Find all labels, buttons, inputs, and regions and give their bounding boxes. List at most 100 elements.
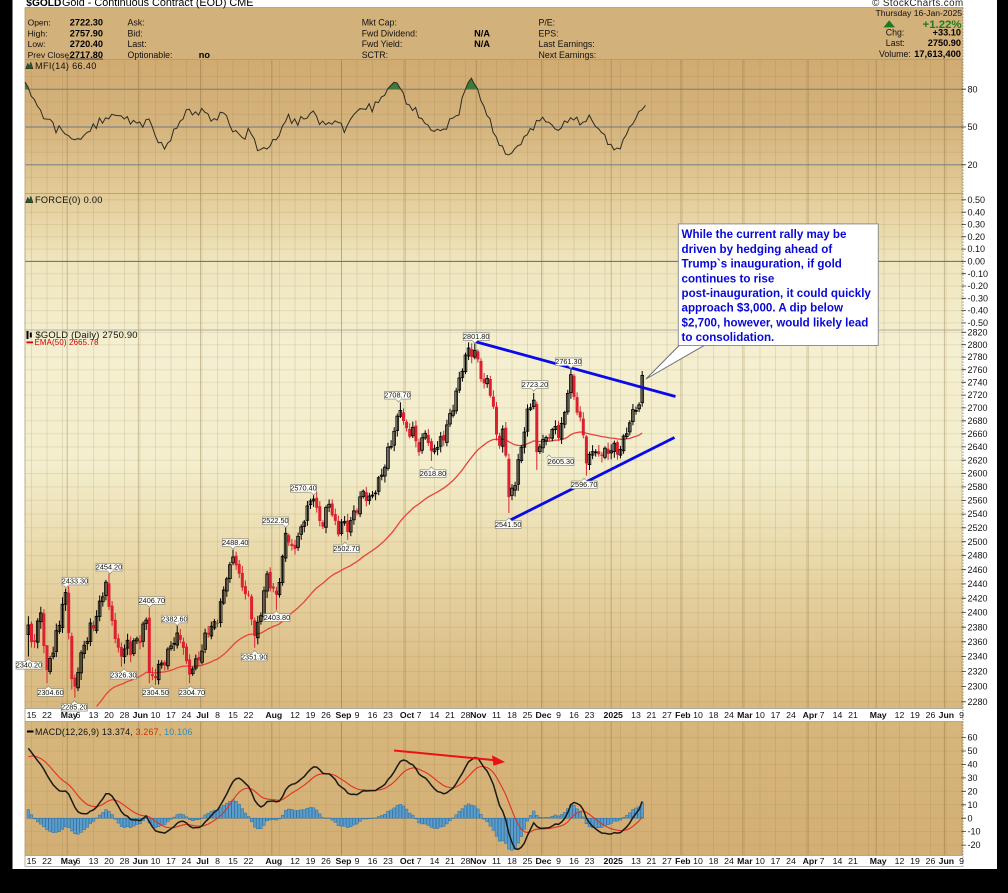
svg-text:9: 9 — [959, 856, 964, 866]
svg-text:21: 21 — [647, 856, 657, 866]
svg-text:Mar: Mar — [737, 856, 753, 866]
svg-text:10: 10 — [755, 856, 765, 866]
svg-text:2801.80: 2801.80 — [463, 332, 489, 341]
svg-text:2406.70: 2406.70 — [139, 596, 165, 605]
svg-text:22: 22 — [42, 856, 52, 866]
svg-text:2722.30: 2722.30 — [70, 18, 103, 28]
svg-text:24: 24 — [182, 856, 192, 866]
svg-text:10: 10 — [151, 710, 161, 720]
svg-text:2454.20: 2454.20 — [96, 563, 122, 572]
svg-text:10: 10 — [693, 710, 703, 720]
svg-text:Sep: Sep — [336, 710, 352, 720]
svg-text:40: 40 — [968, 760, 978, 770]
svg-text:Aug: Aug — [265, 856, 282, 866]
svg-text:to consolidation.: to consolidation. — [682, 331, 775, 344]
svg-text:11: 11 — [492, 856, 501, 866]
svg-text:28: 28 — [120, 710, 130, 720]
svg-text:2560: 2560 — [968, 496, 988, 506]
svg-text:21: 21 — [848, 710, 858, 720]
svg-text:© StockCharts.com: © StockCharts.com — [872, 0, 963, 9]
svg-text:8: 8 — [215, 710, 220, 720]
svg-text:2382.60: 2382.60 — [161, 614, 187, 623]
svg-text:MACD(12,26,9) 13.374, 3.267, 1: MACD(12,26,9) 13.374, 3.267, 10.106 — [35, 727, 193, 737]
svg-text:20: 20 — [968, 160, 978, 170]
svg-text:-20: -20 — [968, 840, 981, 850]
svg-text:13: 13 — [631, 856, 641, 866]
svg-text:2820: 2820 — [968, 327, 988, 337]
svg-text:15: 15 — [27, 710, 37, 720]
svg-text:7: 7 — [820, 710, 825, 720]
svg-text:-0.20: -0.20 — [968, 281, 989, 291]
svg-text:13: 13 — [89, 710, 99, 720]
svg-text:2440: 2440 — [968, 579, 988, 589]
svg-text:27: 27 — [662, 710, 672, 720]
svg-text:26: 26 — [926, 710, 936, 720]
svg-text:10: 10 — [755, 710, 765, 720]
svg-text:Dec: Dec — [536, 710, 552, 720]
svg-text:-0.30: -0.30 — [968, 293, 989, 303]
svg-text:7: 7 — [417, 710, 422, 720]
svg-text:2800: 2800 — [968, 340, 988, 350]
svg-text:0.40: 0.40 — [968, 207, 986, 217]
svg-text:2326.30: 2326.30 — [110, 671, 136, 680]
svg-text:13: 13 — [89, 856, 99, 866]
svg-text:14: 14 — [833, 856, 843, 866]
svg-text:0.20: 0.20 — [968, 232, 986, 242]
svg-text:$2,700, however, would likely: $2,700, however, would likely lead — [682, 316, 869, 329]
svg-text:Aug: Aug — [265, 710, 282, 720]
svg-text:10: 10 — [151, 856, 161, 866]
svg-text:22: 22 — [42, 710, 52, 720]
svg-text:Oct: Oct — [400, 710, 415, 720]
svg-text:Optionable:: Optionable: — [128, 50, 173, 60]
svg-text:8: 8 — [215, 856, 220, 866]
svg-text:6: 6 — [76, 710, 81, 720]
svg-text:no: no — [199, 50, 211, 60]
svg-text:9: 9 — [959, 710, 964, 720]
svg-text:10: 10 — [968, 800, 978, 810]
svg-text:12: 12 — [290, 856, 300, 866]
svg-text:14: 14 — [430, 856, 440, 866]
svg-text:6: 6 — [76, 856, 81, 866]
svg-text:18: 18 — [507, 856, 517, 866]
svg-text:2340: 2340 — [968, 652, 988, 662]
svg-text:EMA(50) 2665.78: EMA(50) 2665.78 — [35, 338, 99, 347]
svg-text:Thursday 16-Jan-2025: Thursday 16-Jan-2025 — [876, 8, 963, 18]
svg-text:20: 20 — [104, 710, 114, 720]
svg-text:16: 16 — [569, 710, 579, 720]
svg-text:21: 21 — [445, 856, 455, 866]
svg-text:Volume:: Volume: — [879, 49, 911, 59]
svg-text:Jun: Jun — [133, 856, 148, 866]
svg-text:24: 24 — [786, 856, 796, 866]
svg-text:Dec: Dec — [536, 856, 552, 866]
svg-text:driven by hedging ahead of: driven by hedging ahead of — [682, 243, 833, 256]
svg-text:28: 28 — [461, 856, 471, 866]
svg-text:14: 14 — [833, 710, 843, 720]
svg-text:2480: 2480 — [968, 551, 988, 561]
svg-text:post-inauguration, it could qu: post-inauguration, it could quickly — [682, 287, 872, 300]
svg-text:approach $3,000. A dip below: approach $3,000. A dip below — [682, 302, 844, 315]
svg-text:16: 16 — [368, 856, 378, 866]
svg-text:$GOLD (Daily) 2750.90: $GOLD (Daily) 2750.90 — [36, 329, 138, 340]
svg-text:2502.70: 2502.70 — [333, 544, 359, 553]
svg-text:2540: 2540 — [968, 509, 988, 519]
svg-text:2717.80: 2717.80 — [70, 50, 103, 60]
svg-text:Feb: Feb — [675, 710, 690, 720]
svg-text:2760: 2760 — [968, 365, 988, 375]
svg-text:23: 23 — [585, 710, 595, 720]
svg-text:2403.80: 2403.80 — [264, 613, 290, 622]
svg-text:0.30: 0.30 — [968, 220, 986, 230]
svg-text:13: 13 — [631, 710, 641, 720]
svg-text:2025: 2025 — [604, 856, 623, 866]
svg-text:9: 9 — [556, 710, 561, 720]
svg-text:30: 30 — [968, 773, 978, 783]
svg-text:2757.90: 2757.90 — [70, 28, 103, 38]
svg-text:N/A: N/A — [474, 28, 490, 38]
svg-text:15: 15 — [228, 856, 238, 866]
svg-text:Next Earnings:: Next Earnings: — [539, 50, 597, 60]
svg-text:2740: 2740 — [968, 377, 988, 387]
svg-text:Chg:: Chg: — [886, 27, 905, 37]
svg-text:16: 16 — [368, 710, 378, 720]
svg-text:22: 22 — [244, 710, 254, 720]
svg-text:2285.20: 2285.20 — [61, 703, 87, 712]
svg-text:2605.30: 2605.30 — [548, 457, 574, 466]
